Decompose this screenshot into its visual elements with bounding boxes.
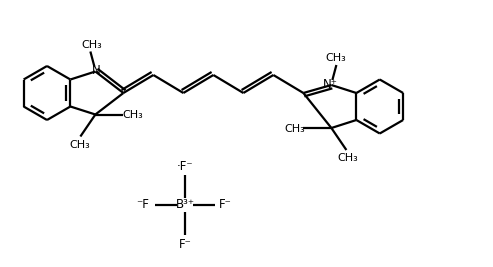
Text: CH₃: CH₃ — [325, 53, 346, 63]
Text: N: N — [92, 64, 101, 77]
Text: CH₃: CH₃ — [337, 153, 358, 163]
Text: ·F⁻: ·F⁻ — [176, 159, 193, 172]
Text: CH₃: CH₃ — [284, 124, 305, 134]
Text: F⁻: F⁻ — [218, 198, 231, 211]
Text: ⁻F: ⁻F — [137, 198, 149, 211]
Text: N⁺: N⁺ — [323, 77, 338, 91]
Text: B³⁺: B³⁺ — [176, 198, 195, 211]
Text: CH₃: CH₃ — [122, 111, 143, 120]
Text: F⁻: F⁻ — [178, 238, 191, 250]
Text: CH₃: CH₃ — [81, 40, 102, 49]
Text: CH₃: CH₃ — [69, 139, 90, 150]
